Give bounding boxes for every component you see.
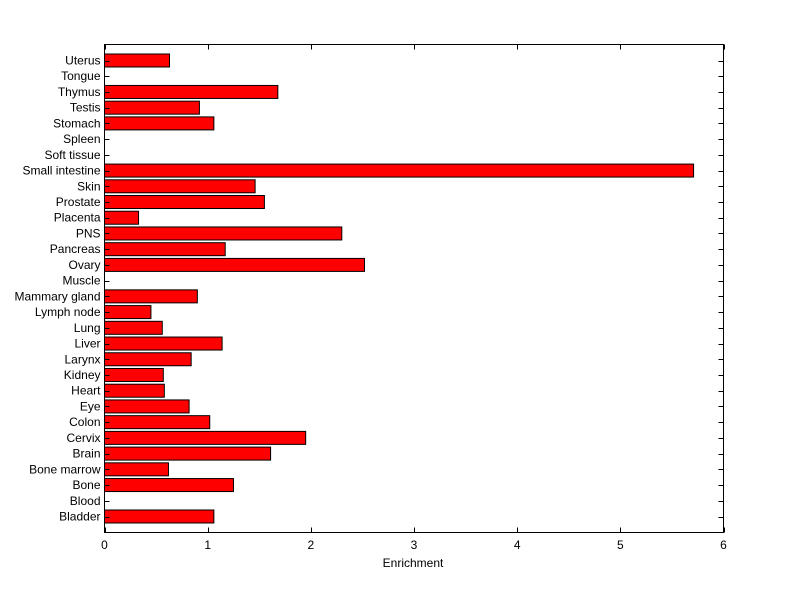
y-tick-label: Liver (74, 337, 100, 351)
x-tick-label: 3 (411, 538, 418, 552)
y-tick-label: Cervix (66, 431, 100, 445)
y-tick-label: Ovary (68, 258, 100, 272)
y-tick-label: Larynx (64, 352, 100, 366)
bar-pns (104, 226, 343, 241)
y-tick-label: Bone marrow (29, 462, 101, 476)
bar-larynx (104, 352, 192, 367)
bar-skin (104, 179, 256, 194)
y-tick-label: Placenta (54, 211, 101, 225)
y-tick-label: PNS (76, 226, 101, 240)
bar-heart (104, 383, 165, 398)
y-tick-label: Lymph node (35, 305, 101, 319)
y-tick-label: Muscle (62, 274, 100, 288)
y-tick-label: Thymus (58, 85, 101, 99)
y-tick-label: Kidney (64, 368, 101, 382)
y-tick-label: Bladder (59, 510, 100, 524)
bar-pancreas (104, 242, 226, 257)
bar-liver (104, 336, 223, 351)
y-tick-label: Testis (70, 101, 101, 115)
bar-colon (104, 415, 211, 430)
bar-eye (104, 399, 190, 414)
bar-lymph-node (104, 305, 152, 320)
y-tick-label: Mammary gland (14, 289, 100, 303)
y-tick-label: Small intestine (22, 164, 100, 178)
bar-stomach (104, 116, 215, 131)
y-tick-label: Skin (77, 179, 100, 193)
y-tick-label: Heart (71, 384, 101, 398)
bar-bladder (104, 509, 215, 524)
y-tick-label: Colon (69, 415, 100, 429)
y-tick-label: Pancreas (50, 242, 101, 256)
y-tick-label: Eye (80, 399, 101, 413)
bar-cervix (104, 430, 307, 445)
bar-bone-marrow (104, 462, 169, 477)
bar-bone (104, 478, 234, 493)
ticks-layer (104, 44, 725, 533)
x-tick-label: 5 (617, 538, 624, 552)
bar-brain (104, 446, 272, 461)
bar-kidney (104, 367, 164, 382)
x-tick-label: 4 (514, 538, 521, 552)
x-tick-label: 0 (101, 538, 108, 552)
y-tick-label: Soft tissue (44, 148, 100, 162)
y-tick-label: Lung (74, 321, 101, 335)
bar-uterus (104, 53, 170, 68)
x-tick-label: 2 (307, 538, 314, 552)
y-tick-label: Prostate (56, 195, 101, 209)
bar-thymus (104, 84, 279, 99)
y-tick-label: Brain (72, 447, 100, 461)
y-tick-label: Stomach (53, 116, 100, 130)
bar-testis (104, 100, 200, 115)
bar-prostate (104, 195, 265, 210)
bar-lung (104, 320, 163, 335)
y-tick-label: Bone (72, 478, 100, 492)
y-tick-label: Blood (70, 494, 101, 508)
bar-ovary (104, 257, 365, 272)
x-tick-label: 1 (204, 538, 211, 552)
y-tick-label: Spleen (63, 132, 100, 146)
x-axis-label: Enrichment (383, 556, 444, 570)
bar-placenta (104, 210, 140, 225)
x-tick-label: 6 (720, 538, 727, 552)
bar-small-intestine (104, 163, 695, 178)
y-tick-label: Tongue (61, 69, 101, 83)
bar-mammary-gland (104, 289, 198, 304)
y-tick-label: Uterus (65, 54, 100, 68)
bars-layer (104, 53, 695, 524)
